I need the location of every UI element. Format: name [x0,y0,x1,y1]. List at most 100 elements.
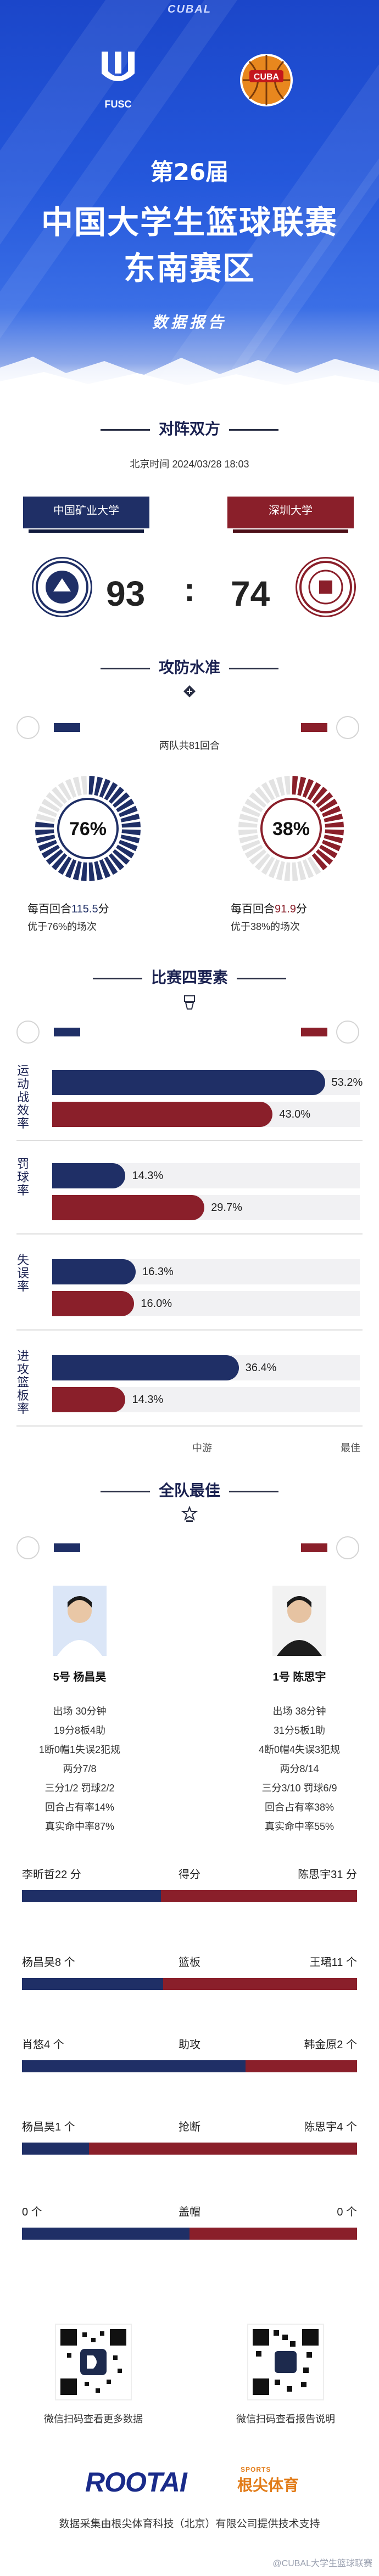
away-score: 74 [231,574,270,613]
fusc-emblem-icon [93,49,143,89]
away-ring-segment [261,782,275,801]
home-ring-segment [108,853,125,871]
home-team-tag: 中国矿业大学 [23,497,149,533]
away-ring-segment [284,776,291,795]
away-ring-segment [238,821,258,828]
hero-banner: CUBAL FUSC CUBA 第26届 中国大学生篮球联赛 东南赛区 数据报告 [0,0,379,395]
home-ring-segment [94,776,103,796]
home-mvp-name: 5号 杨昌昊 [53,1671,107,1683]
cubal-wordmark: CUBAL [168,3,211,15]
away-stat-line: 31分5板1助 [273,1725,326,1736]
factor-label: 罚球率 [16,1157,29,1197]
home-ring-segment [81,862,87,881]
factor-divider [16,1329,363,1331]
region-title: 东南赛区 [123,250,255,287]
qr-left-caption: 微信扫码查看更多数据 [44,2414,143,2425]
home-ring-segment [88,776,95,795]
away-team-tag: 深圳大学 [227,497,354,533]
factor-label: 失误率 [16,1253,29,1293]
home-ring-segment [121,821,141,828]
home-ring-segment [73,861,82,881]
home-mini-crest-icon [16,1536,40,1559]
home-ring-segment [99,859,111,878]
away-ring-segment [325,821,344,828]
axis-best-label: 最佳 [341,1442,360,1453]
home-ring-segment [36,813,55,822]
fusc-logo: FUSC [93,49,143,110]
home-stat-line: 回合占有率14% [44,1802,115,1813]
away-mini-crest-icon [336,1021,359,1044]
away-leader-bar [89,2143,357,2155]
home-stat-line: 两分7/8 [63,1763,97,1774]
league-title: 中国大学生篮球联赛 [41,204,338,241]
home-leader-bar [22,2143,89,2155]
home-ring-segment [104,856,118,875]
away-ring-segment [254,786,271,804]
away-leader-label: 陈思宇4 个 [304,2121,357,2133]
away-leader-bar [163,1978,357,1990]
away-leader-bar [190,2228,357,2240]
home-ring-segment [46,849,64,865]
home-leader-bar [22,2060,246,2072]
home-legend-swatch [54,1028,80,1036]
home-ring-center [57,798,119,859]
home-ring-segment [116,798,135,813]
report-subtitle: 数据报告 [152,313,227,331]
four-factors-section-title: 比赛四要素 [0,966,379,988]
fusc-label: FUSC [104,99,132,110]
away-ring-segment [249,792,267,808]
stat-category: 抢断 [179,2121,200,2133]
away-stat-line: 两分8/14 [280,1763,319,1774]
possessions-note: 两队共81回合 [159,740,220,751]
away-legend-swatch [301,1028,327,1036]
away-factor-bar [52,1291,135,1316]
away-legend-swatch [301,1543,327,1552]
home-leader-label: 李昕哲22 分 [22,1869,81,1881]
away-ring-percent: 38% [272,819,310,839]
away-ring-segment [268,779,280,798]
away-mvp-name: 1号 陈思宇 [272,1671,326,1683]
home-better-than: 优于76%的场次 [27,921,97,932]
home-ring-segment [36,835,55,844]
factor-divider [16,1140,363,1141]
away-stat-line: 真实命中率55% [264,1821,335,1832]
home-ring-segment [58,856,72,875]
hoop-icon [181,994,198,1011]
away-stat-line: 三分3/10 罚球6/9 [261,1783,337,1794]
away-ring-segment [241,805,261,818]
time-value: 2024/03/28 18:03 [172,459,249,470]
mvp-section-title: 全队最佳 [0,1479,379,1501]
home-legend-swatch [54,723,80,732]
away-factor-value: 14.3% [132,1394,164,1406]
qr-code-right-icon[interactable] [247,2324,324,2400]
home-factor-value: 14.3% [132,1170,164,1182]
home-leader-bar [22,1978,163,1990]
home-factor-bar [52,1163,126,1188]
home-ring-segment [41,798,60,813]
factor-label: 进攻篮板率 [16,1349,29,1416]
home-player-photo [53,1586,107,1656]
factor-divider [16,1425,363,1427]
home-ring-segment [46,792,64,808]
away-ring-segment [249,849,267,865]
away-percentile-ring: 38% [236,774,346,883]
away-player-photo [272,1586,326,1656]
home-score: 93 [106,574,146,613]
home-ring-segment [35,821,54,828]
away-factor-bar [52,1195,205,1220]
home-stat-line: 1断0帽1失误2犯规 [38,1744,121,1755]
home-ring-segment [38,805,58,818]
home-percentile-ring: 76% [33,774,143,883]
stat-category: 得分 [179,1869,200,1881]
away-ring-segment [284,862,291,881]
away-factor-value: 16.0% [141,1298,172,1310]
away-leader-label: 陈思宇31 分 [298,1869,357,1881]
home-ring-segment [81,776,87,795]
qr-code-left-icon[interactable] [55,2324,132,2400]
away-ring-segment [261,856,275,875]
away-leader-label: 0 个 [337,2206,357,2218]
home-ring-segment [94,861,103,881]
home-factor-value: 16.3% [142,1266,174,1278]
away-stat-line: 出场 38分钟 [272,1706,326,1717]
home-ring-percent: 76% [69,819,107,839]
